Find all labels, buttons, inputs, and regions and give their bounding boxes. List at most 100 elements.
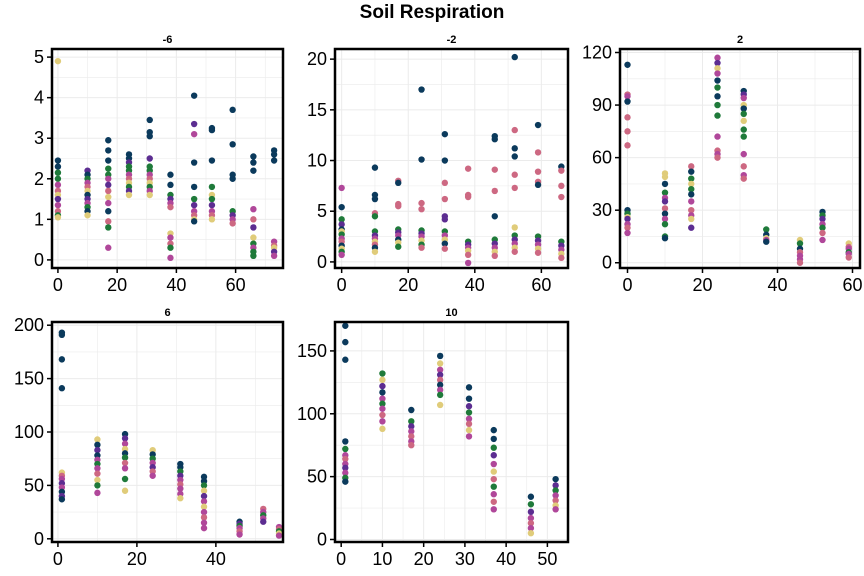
x-tick-label: 20 bbox=[127, 549, 147, 569]
data-point bbox=[208, 126, 216, 134]
data-point bbox=[200, 482, 208, 489]
data-point bbox=[491, 166, 498, 173]
data-point bbox=[714, 54, 721, 61]
data-point bbox=[342, 356, 349, 363]
data-point bbox=[740, 105, 747, 112]
data-point bbox=[167, 181, 174, 189]
data-point bbox=[338, 221, 345, 228]
data-point bbox=[527, 501, 535, 508]
data-point bbox=[624, 128, 631, 135]
y-tick-label: 0 bbox=[34, 529, 44, 549]
data-point bbox=[408, 423, 415, 430]
data-point bbox=[250, 216, 257, 223]
x-tick-label: 40 bbox=[767, 275, 787, 295]
data-point bbox=[167, 254, 174, 262]
data-point bbox=[624, 93, 631, 100]
data-point bbox=[236, 531, 243, 538]
data-point bbox=[208, 183, 216, 191]
x-tick-label: 40 bbox=[166, 275, 186, 295]
data-point bbox=[167, 171, 174, 178]
data-point bbox=[105, 181, 112, 189]
data-point bbox=[527, 514, 535, 522]
data-point bbox=[54, 163, 62, 170]
data-point bbox=[552, 492, 559, 499]
data-point bbox=[714, 112, 721, 119]
data-point bbox=[714, 93, 721, 100]
y-tick-label: 5 bbox=[317, 201, 327, 221]
data-point bbox=[94, 482, 101, 489]
data-point bbox=[534, 168, 542, 175]
data-point bbox=[229, 106, 236, 114]
data-point bbox=[624, 224, 631, 231]
data-point bbox=[661, 221, 669, 228]
data-point bbox=[58, 356, 66, 363]
data-point bbox=[379, 395, 386, 402]
data-point bbox=[624, 114, 631, 121]
data-point bbox=[688, 168, 695, 175]
data-point bbox=[527, 519, 535, 527]
data-point bbox=[511, 224, 518, 231]
data-point bbox=[418, 205, 425, 213]
panel-border bbox=[618, 47, 862, 270]
data-point bbox=[464, 193, 472, 201]
data-point bbox=[714, 101, 721, 109]
data-point bbox=[395, 179, 402, 187]
data-point bbox=[418, 244, 425, 251]
data-point bbox=[763, 226, 770, 233]
data-point bbox=[229, 175, 236, 182]
data-point bbox=[121, 440, 129, 447]
panel-border bbox=[50, 47, 285, 270]
data-point bbox=[740, 175, 747, 182]
data-point bbox=[121, 487, 129, 494]
x-tick-label: 20 bbox=[692, 275, 712, 295]
facet-label: -2 bbox=[447, 34, 457, 46]
data-point bbox=[534, 249, 542, 256]
data-point bbox=[491, 187, 498, 195]
data-point bbox=[121, 465, 129, 472]
data-point bbox=[105, 193, 112, 201]
data-point bbox=[379, 418, 386, 425]
data-point bbox=[342, 478, 349, 485]
data-point bbox=[819, 229, 826, 237]
data-point bbox=[418, 199, 425, 207]
data-point bbox=[54, 175, 62, 182]
data-point bbox=[490, 426, 497, 434]
data-point bbox=[740, 150, 747, 158]
data-point bbox=[624, 98, 631, 105]
data-point bbox=[270, 252, 278, 260]
data-point bbox=[342, 438, 349, 445]
data-point bbox=[379, 400, 386, 407]
data-point bbox=[714, 84, 721, 91]
data-point bbox=[491, 213, 498, 220]
data-point bbox=[105, 187, 112, 195]
x-tick-label: 0 bbox=[337, 275, 347, 295]
data-point bbox=[490, 452, 497, 459]
y-tick-label: 1 bbox=[34, 209, 44, 229]
data-point bbox=[558, 254, 565, 262]
data-point bbox=[177, 485, 184, 492]
y-tick-label: 150 bbox=[297, 341, 327, 361]
data-point bbox=[54, 157, 62, 164]
data-point bbox=[688, 224, 695, 231]
x-tick-label: 40 bbox=[496, 549, 516, 569]
data-point bbox=[54, 57, 62, 65]
data-point bbox=[379, 411, 386, 419]
data-point bbox=[714, 59, 721, 67]
data-point bbox=[491, 252, 498, 260]
data-point bbox=[465, 420, 473, 428]
data-point bbox=[200, 492, 208, 500]
data-point bbox=[250, 224, 257, 231]
data-point bbox=[190, 218, 198, 225]
data-point bbox=[490, 460, 497, 468]
data-point bbox=[511, 153, 518, 160]
x-tick-label: 60 bbox=[531, 275, 551, 295]
data-point bbox=[552, 497, 559, 504]
data-point bbox=[688, 206, 695, 214]
data-point bbox=[94, 465, 101, 472]
panel-border bbox=[333, 47, 570, 270]
data-point bbox=[105, 244, 112, 251]
y-tick-label: 0 bbox=[602, 253, 612, 273]
y-tick-label: 10 bbox=[307, 151, 327, 171]
data-point bbox=[395, 202, 402, 210]
data-point bbox=[534, 121, 542, 129]
